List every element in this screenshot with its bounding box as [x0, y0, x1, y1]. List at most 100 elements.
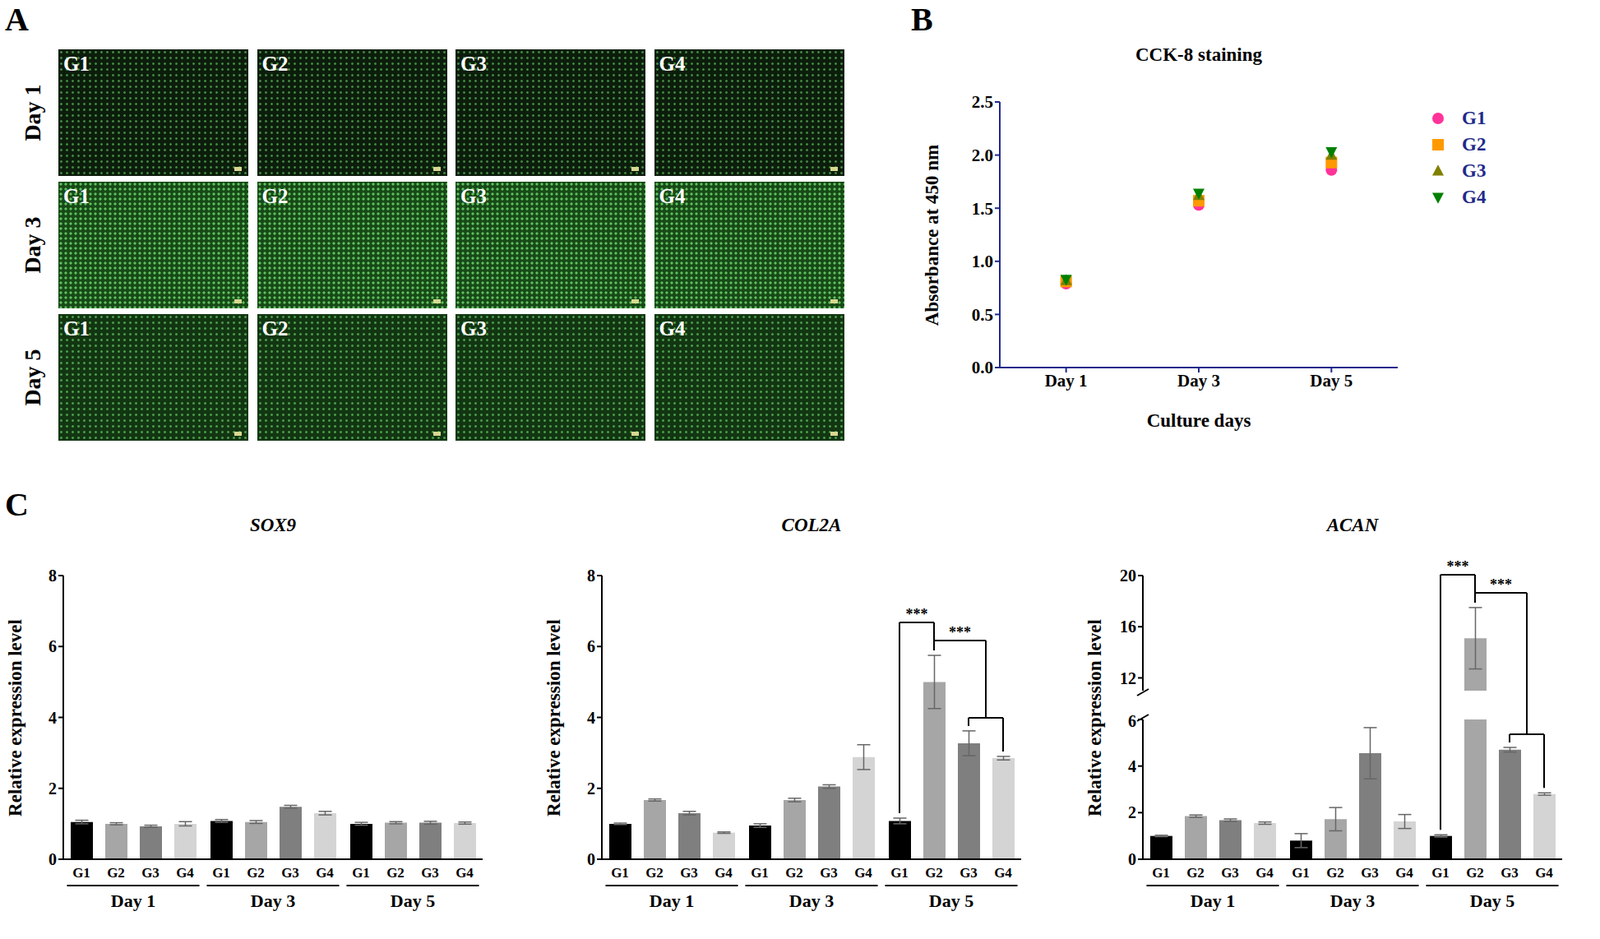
svg-text:2.5: 2.5 — [971, 92, 994, 112]
svg-text:G3: G3 — [141, 864, 160, 881]
svg-text:Day 3: Day 3 — [1330, 890, 1375, 911]
svg-text:G2: G2 — [924, 864, 944, 881]
svg-text:0: 0 — [587, 850, 596, 869]
svg-text:***: *** — [1489, 576, 1513, 593]
svg-text:G3: G3 — [819, 864, 838, 881]
html-text:Day 1: Day 1 — [19, 84, 46, 142]
svg-text:G3: G3 — [1360, 864, 1379, 881]
svg-text:8: 8 — [587, 566, 596, 585]
svg-text:Day 5: Day 5 — [390, 890, 435, 911]
svg-text:Day 1: Day 1 — [1045, 370, 1088, 391]
html-text:G4: G4 — [658, 184, 686, 208]
svg-text:G4: G4 — [714, 864, 733, 881]
html-text:G4: G4 — [1461, 186, 1487, 208]
html-text:A: A — [4, 0, 29, 38]
svg-text:G3: G3 — [420, 864, 440, 881]
svg-text:G1: G1 — [212, 864, 231, 881]
svg-text:0.0: 0.0 — [971, 357, 994, 378]
svg-text:Day 5: Day 5 — [1309, 370, 1353, 391]
svg-text:Day 1: Day 1 — [649, 890, 694, 911]
svg-text:4: 4 — [587, 708, 596, 727]
svg-text:G4: G4 — [1255, 864, 1274, 881]
svg-text:0: 0 — [1128, 850, 1137, 869]
svg-text:G1: G1 — [1291, 864, 1310, 881]
html-text:Day 3: Day 3 — [19, 216, 46, 274]
svg-text:G2: G2 — [386, 864, 405, 881]
svg-text:G2: G2 — [246, 864, 265, 881]
svg-text:0.5: 0.5 — [971, 305, 994, 325]
svg-text:G3: G3 — [959, 864, 978, 881]
html-text:G1: G1 — [63, 317, 90, 340]
svg-text:1.5: 1.5 — [971, 198, 994, 219]
svg-text:2: 2 — [587, 779, 596, 798]
html-text:G1: G1 — [1461, 107, 1487, 129]
html-text:G4: G4 — [658, 317, 686, 340]
html-text:G2: G2 — [261, 317, 289, 340]
html-text:Relative expression level: Relative expression level — [543, 618, 565, 816]
html-text:G1: G1 — [63, 184, 90, 208]
svg-text:G1: G1 — [72, 864, 91, 881]
html-text:COL2A: COL2A — [781, 514, 842, 536]
svg-text:2: 2 — [48, 779, 57, 798]
html-text:G3: G3 — [460, 52, 487, 75]
svg-text:G1: G1 — [750, 864, 769, 881]
svg-text:G4: G4 — [1395, 864, 1414, 881]
svg-text:Day 1: Day 1 — [110, 890, 156, 911]
svg-text:6: 6 — [1128, 712, 1137, 731]
svg-text:6: 6 — [587, 637, 596, 656]
svg-text:G3: G3 — [1220, 864, 1240, 881]
svg-text:6: 6 — [48, 637, 57, 656]
svg-text:G1: G1 — [610, 864, 629, 881]
svg-text:G2: G2 — [645, 864, 664, 881]
svg-text:G2: G2 — [785, 864, 804, 881]
svg-text:Day 3: Day 3 — [789, 890, 834, 911]
svg-text:***: *** — [906, 605, 929, 623]
svg-text:8: 8 — [48, 566, 57, 585]
svg-text:G1: G1 — [1151, 864, 1170, 881]
svg-text:4: 4 — [48, 708, 57, 727]
svg-text:Day 1: Day 1 — [1190, 890, 1235, 911]
svg-text:G1: G1 — [1431, 864, 1450, 881]
svg-text:G4: G4 — [994, 864, 1013, 881]
svg-text:4: 4 — [1128, 757, 1137, 776]
svg-text:0: 0 — [48, 850, 57, 869]
svg-text:G2: G2 — [106, 864, 125, 881]
svg-text:***: *** — [948, 624, 972, 641]
html-text:G1: G1 — [63, 52, 90, 75]
svg-text:G2: G2 — [1326, 864, 1345, 881]
html-text:C: C — [4, 485, 29, 523]
svg-text:G3: G3 — [679, 864, 699, 881]
svg-text:G3: G3 — [1500, 864, 1519, 881]
svg-text:G4: G4 — [455, 864, 474, 881]
svg-text:G1: G1 — [351, 864, 370, 881]
html-text:Relative expression level: Relative expression level — [4, 618, 26, 816]
svg-text:20: 20 — [1119, 566, 1137, 585]
svg-text:Day 5: Day 5 — [1470, 890, 1515, 911]
html-text:G4: G4 — [658, 52, 686, 75]
html-text:G3: G3 — [460, 317, 487, 340]
svg-text:16: 16 — [1119, 617, 1137, 636]
svg-text:Day 3: Day 3 — [250, 890, 296, 911]
svg-text:G2: G2 — [1186, 864, 1205, 881]
svg-text:G4: G4 — [1535, 864, 1554, 881]
svg-text:12: 12 — [1119, 669, 1137, 688]
svg-text:G4: G4 — [175, 864, 195, 881]
svg-text:1.0: 1.0 — [971, 251, 994, 272]
svg-text:G3: G3 — [281, 864, 300, 881]
svg-text:G2: G2 — [1465, 864, 1485, 881]
html-text:G3: G3 — [460, 184, 487, 208]
html-text:G2: G2 — [261, 52, 289, 75]
svg-text:***: *** — [1447, 558, 1470, 575]
svg-text:Day 3: Day 3 — [1177, 370, 1221, 391]
svg-text:G1: G1 — [890, 864, 909, 881]
svg-text:Day 5: Day 5 — [929, 890, 974, 911]
svg-text:2: 2 — [1128, 803, 1137, 822]
svg-text:G4: G4 — [315, 864, 334, 881]
html-text:Day 5: Day 5 — [19, 348, 46, 406]
html-text:Absorbance at 450 nm: Absorbance at 450 nm — [921, 144, 943, 326]
html-text:B: B — [910, 0, 933, 38]
html-text:G2: G2 — [261, 184, 289, 208]
svg-text:2.0: 2.0 — [971, 145, 994, 166]
html-text:SOX9: SOX9 — [249, 514, 297, 536]
svg-text:G4: G4 — [854, 864, 873, 881]
